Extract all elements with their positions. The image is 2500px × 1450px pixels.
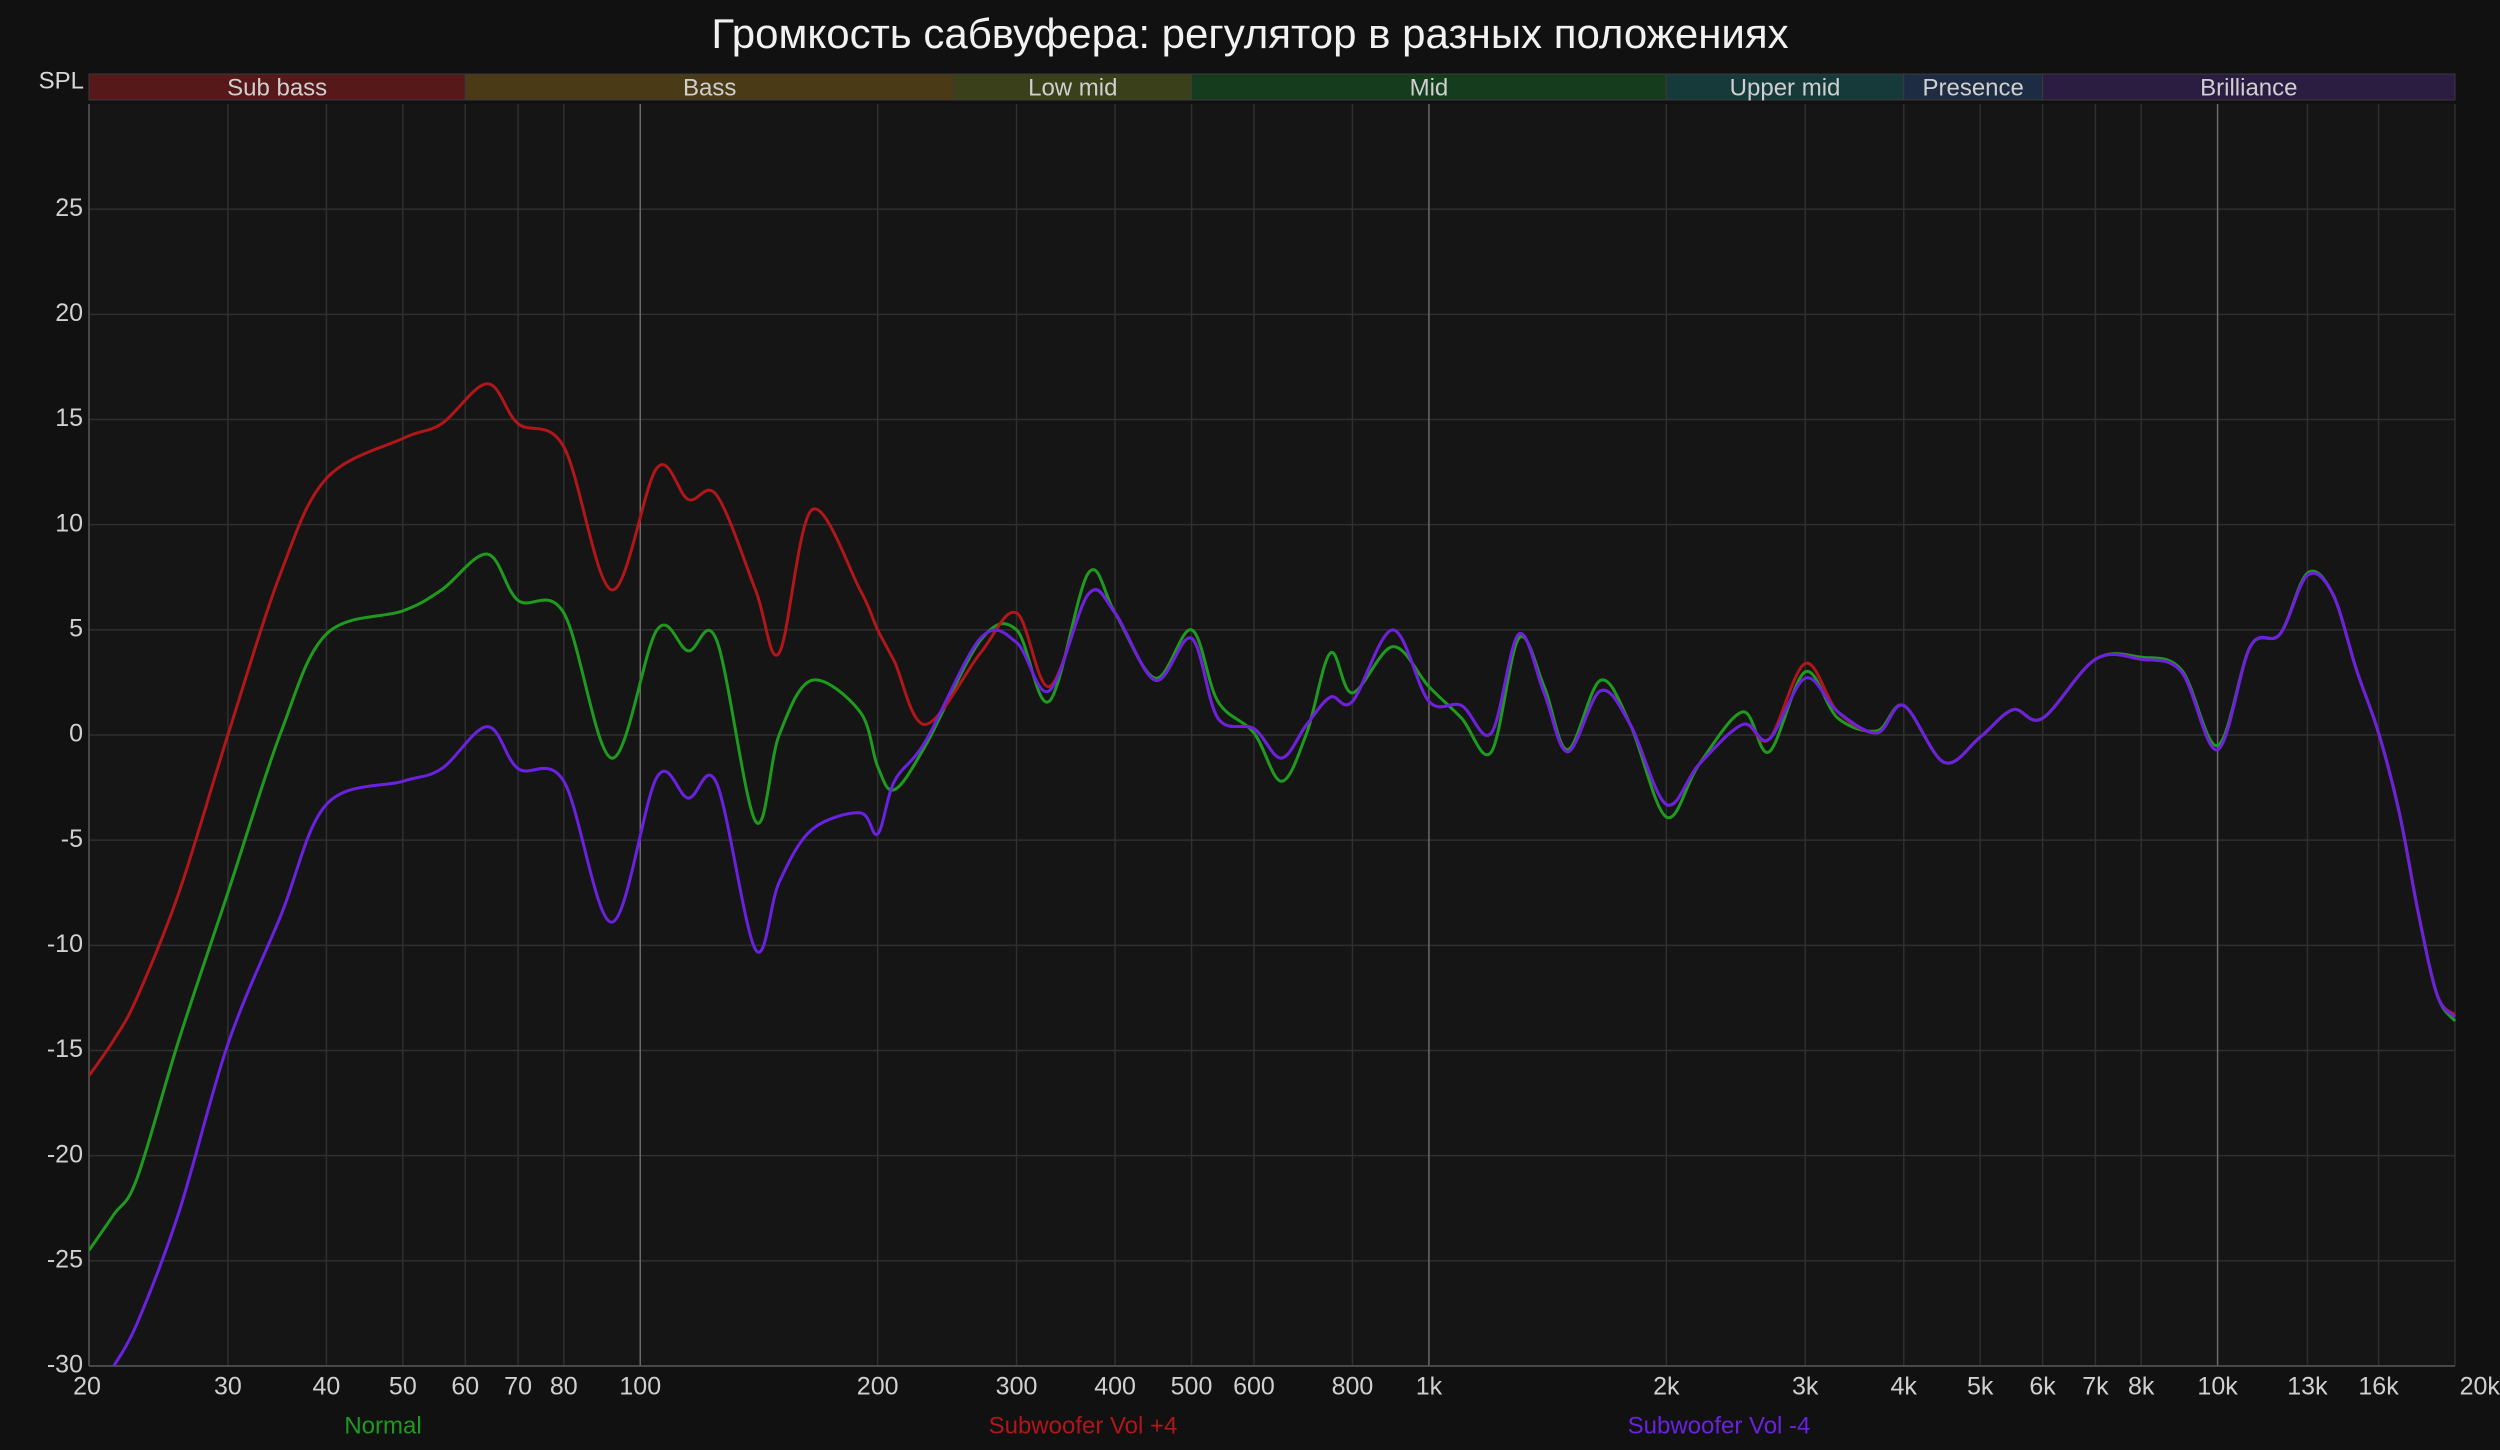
x-tick-label: 16k [2358,1373,2399,1401]
band [1665,73,1905,101]
x-tick-label: 400 [1094,1373,1136,1401]
x-tick-label: 70 [504,1373,532,1401]
y-tick-label: 20 [55,299,83,327]
y-tick-label: -10 [47,930,83,958]
y-tick-label: 10 [55,509,83,537]
x-tick-label: 20kHz [2460,1373,2500,1401]
band [1191,73,1667,101]
y-tick-label: 0 [69,720,83,748]
band-label: Mid [1410,74,1449,101]
legend-entry: Normal [344,1412,421,1439]
y-tick-label: -15 [47,1035,83,1063]
band-label: Bass [683,74,736,101]
x-tick-label: 20 [73,1373,101,1401]
series-line [89,552,2457,1252]
x-tick-label: 1k [1416,1373,1443,1401]
x-tick-label: 80 [550,1373,578,1401]
legend-entry: Subwoofer Vol -4 [1628,1412,1811,1439]
x-tick-label: 40 [313,1373,341,1401]
x-tick-label: 5k [1967,1373,1994,1401]
band [88,73,466,101]
band-label: Presence [1922,74,2023,101]
band [1903,73,2044,101]
x-tick-label: 60 [451,1373,479,1401]
x-tick-label: 3k [1792,1373,1819,1401]
chart-title: Громкость сабвуфера: регулятор в разных … [711,10,1788,57]
y-tick-label: 15 [55,404,83,432]
band-label: Low mid [1028,74,1117,101]
x-tick-label: 2k [1653,1373,1680,1401]
x-tick-label: 100 [619,1373,661,1401]
x-tick-label: 4k [1891,1373,1918,1401]
y-tick-label: -5 [61,825,83,853]
band-label: Sub bass [227,74,327,101]
y-tick-label: -25 [47,1245,83,1273]
y-tick-label: 5 [69,614,83,642]
legend-entry: Subwoofer Vol +4 [989,1412,1178,1439]
band [2042,73,2456,101]
x-tick-label: 50 [389,1373,417,1401]
band-label: Brilliance [2200,74,2297,101]
x-tick-label: 10k [2197,1373,2238,1401]
y-tick-label: -30 [47,1351,83,1379]
y-tick-label: 25 [55,194,83,222]
x-tick-label: 300 [996,1373,1038,1401]
band-label: Upper mid [1730,74,1841,101]
x-tick-label: 600 [1233,1373,1275,1401]
y-axis-label: SPL [39,67,84,94]
series-line [112,571,2457,1366]
x-tick-label: 500 [1171,1373,1213,1401]
x-tick-label: 30 [214,1373,242,1401]
y-tick-label: -20 [47,1140,83,1168]
x-tick-label: 7k [2082,1373,2109,1401]
x-tick-label: 8k [2128,1373,2155,1401]
x-tick-label: 13k [2287,1373,2328,1401]
x-tick-label: 800 [1332,1373,1374,1401]
x-tick-label: 200 [857,1373,899,1401]
x-tick-label: 6k [2029,1373,2056,1401]
